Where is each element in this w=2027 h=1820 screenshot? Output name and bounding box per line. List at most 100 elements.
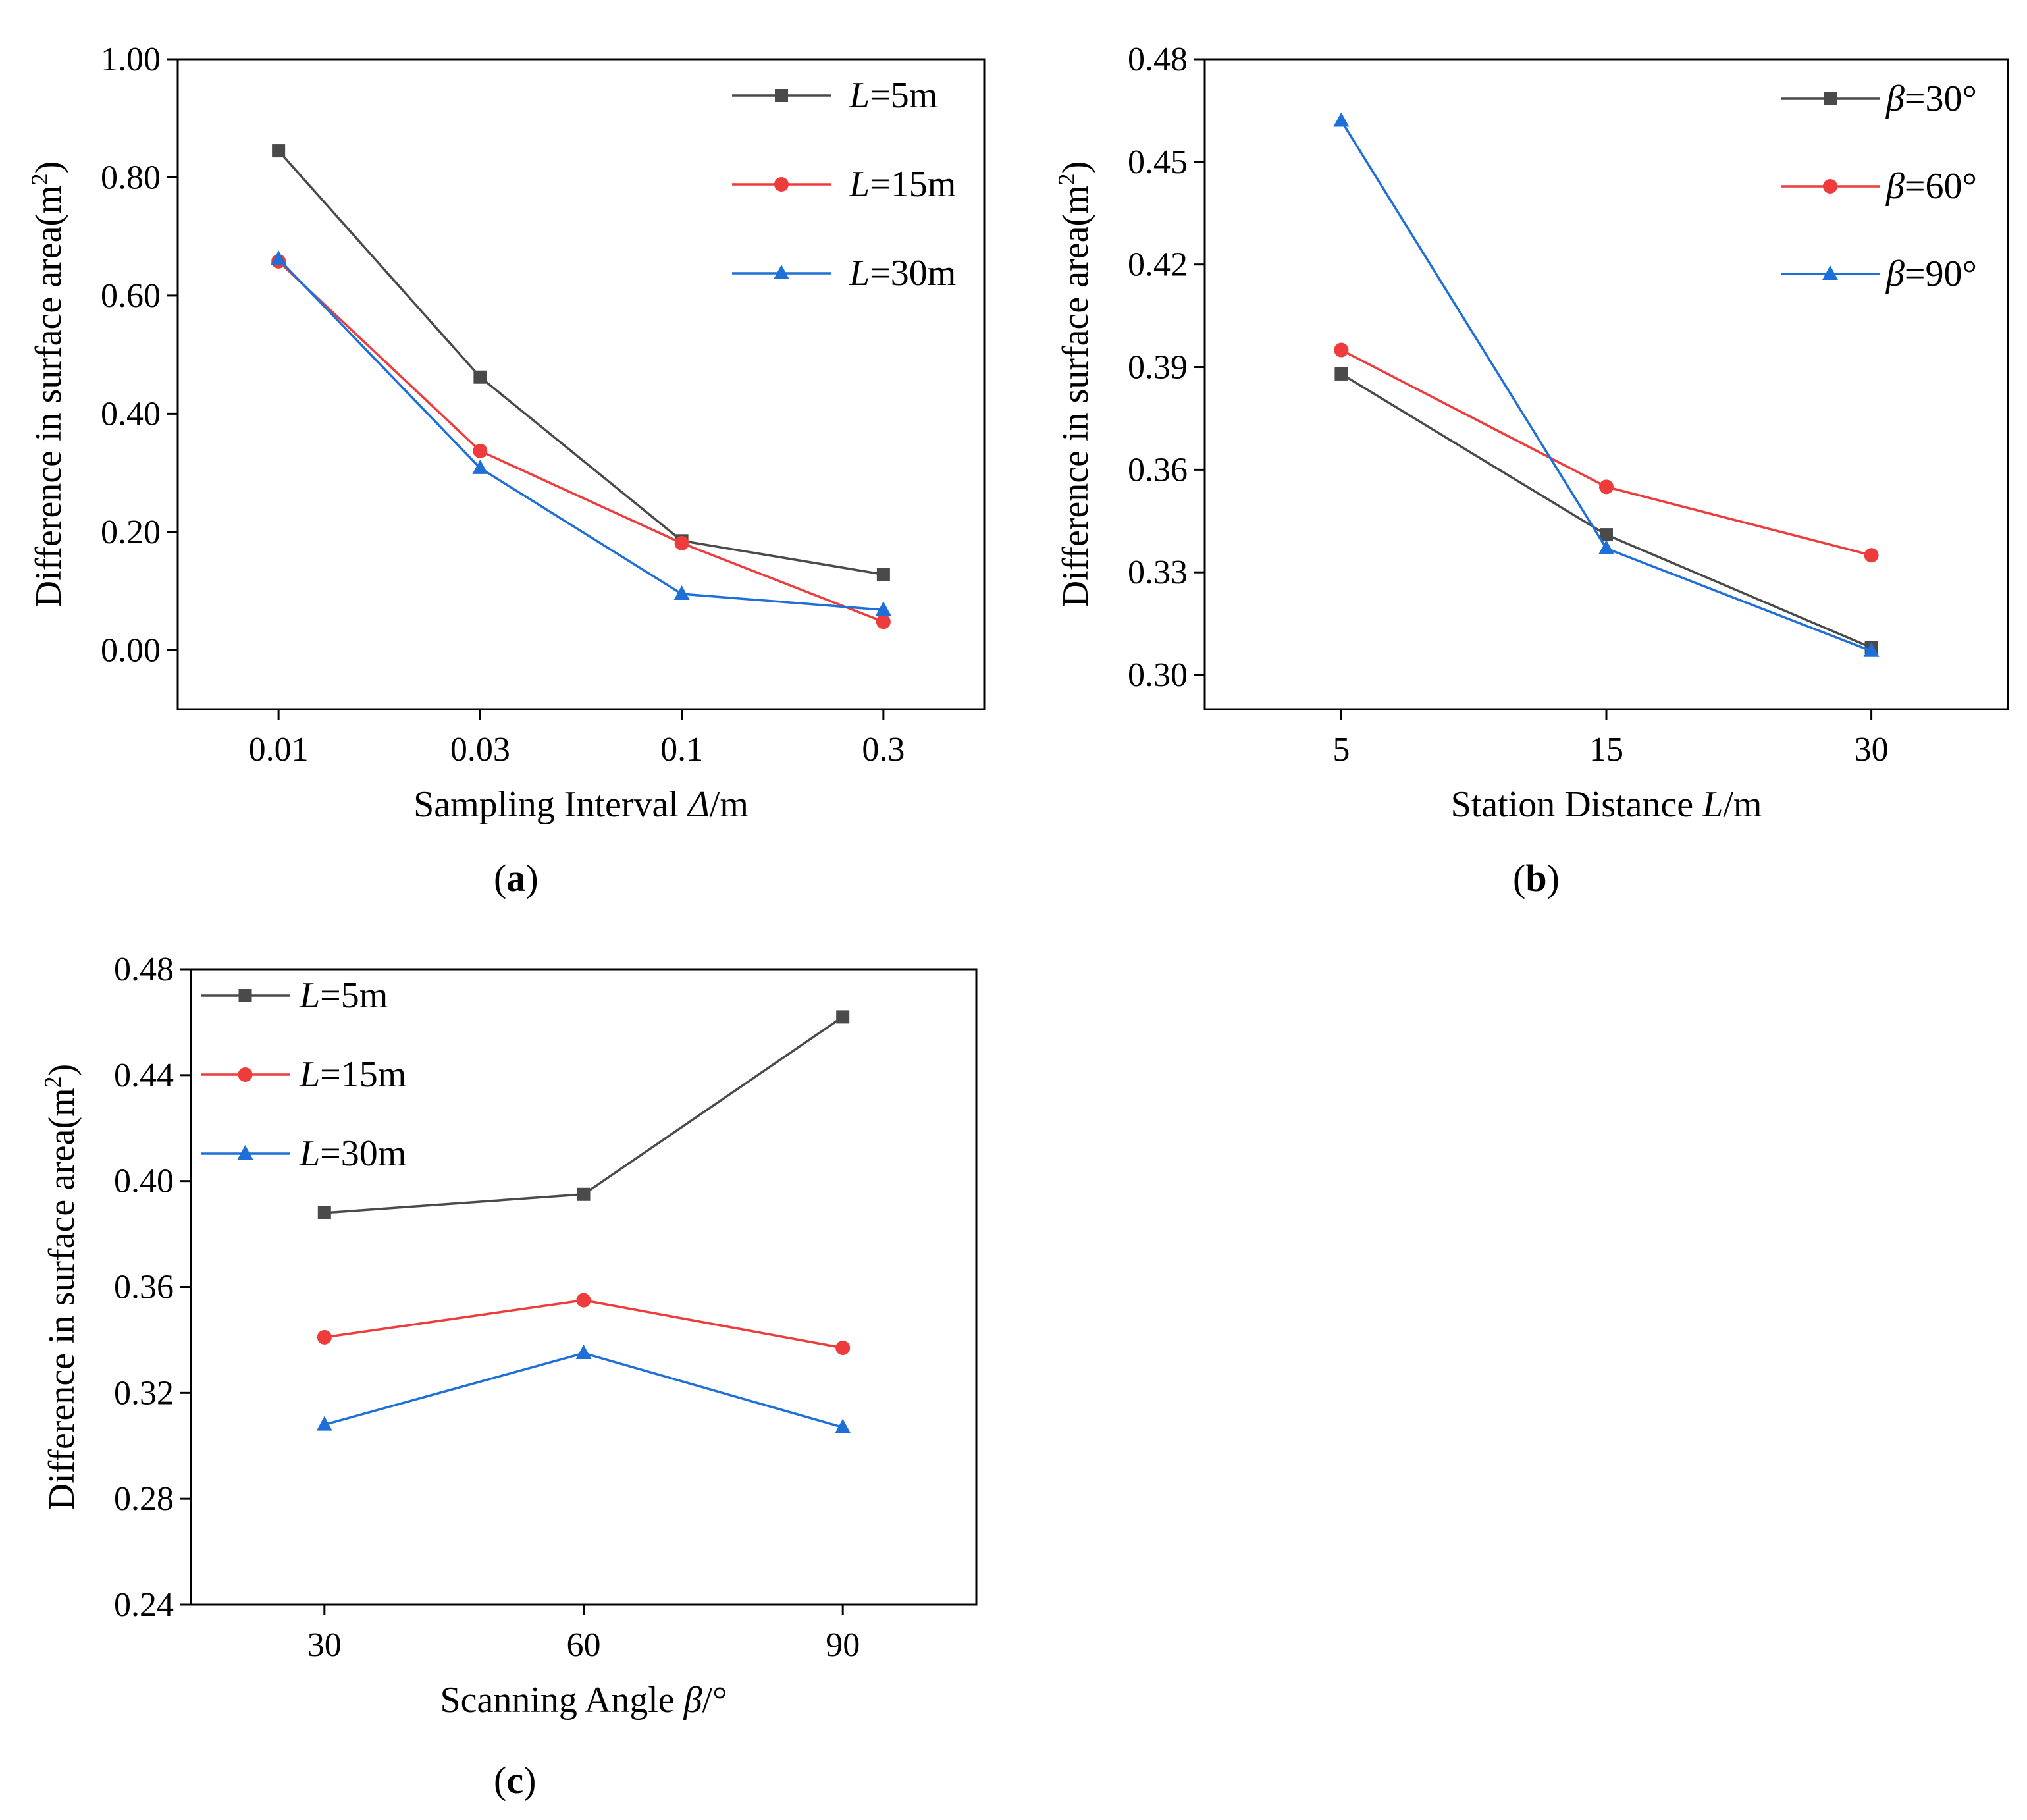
legend-label: L=15m xyxy=(299,1054,406,1095)
data-point xyxy=(576,1293,591,1308)
data-point xyxy=(316,1416,332,1431)
data-point xyxy=(875,601,891,616)
x-tick-label: 0.3 xyxy=(862,731,905,768)
data-point xyxy=(1863,642,1880,657)
data-point xyxy=(673,585,690,601)
y-tick-label: 0.36 xyxy=(1128,451,1188,489)
legend-marker xyxy=(774,265,789,279)
data-point xyxy=(876,614,891,629)
x-tick-label: 0.03 xyxy=(450,731,510,768)
data-point xyxy=(317,1329,332,1345)
data-point xyxy=(1333,112,1350,127)
plot-frame xyxy=(176,58,986,710)
legend-entry: L=30m xyxy=(201,1133,406,1174)
x-tick-label: 15 xyxy=(1589,731,1623,768)
y-tick-label: 0.60 xyxy=(101,277,161,315)
legend-marker xyxy=(1824,92,1837,105)
x-tick-label: 0.1 xyxy=(660,731,703,768)
panel-label-a: (a) xyxy=(494,857,539,899)
legend-label: β=60° xyxy=(1885,166,1977,207)
y-tick-label: 0.48 xyxy=(114,951,174,988)
y-tick-label: 1.00 xyxy=(101,41,161,78)
legend: β=30° β=60° β=90° xyxy=(1781,78,1977,294)
legend-entry: L=5m xyxy=(732,75,937,116)
legend-marker xyxy=(775,89,788,102)
series-line xyxy=(1340,373,1872,649)
series-line xyxy=(324,1352,843,1429)
legend-entry: L=15m xyxy=(201,1054,406,1095)
panel-label-b: (b) xyxy=(1513,857,1560,899)
legend-entry: L=5m xyxy=(201,975,388,1016)
y-tick-label: 0.40 xyxy=(114,1163,174,1200)
chart-c: 0.24 0.28 0.32 0.36 0.40 0.44 0.48 30 60 90 Scanni… xyxy=(39,951,978,1721)
data-point xyxy=(473,370,487,384)
x-tick-label: 30 xyxy=(1855,731,1889,768)
legend-label: L=30m xyxy=(299,1133,406,1174)
y-tick-label: 0.24 xyxy=(114,1586,174,1624)
y-tick-label: 0.36 xyxy=(114,1269,174,1306)
legend-entry: β=90° xyxy=(1781,254,1977,294)
x-axis-label: Sampling Interval Δ/m xyxy=(413,784,749,825)
series-line xyxy=(324,1015,844,1214)
series-2 xyxy=(1334,342,1879,563)
panel-label-c: (c) xyxy=(494,1759,537,1802)
series-3 xyxy=(271,250,891,616)
y-tick-label: 0.30 xyxy=(1128,656,1188,694)
y-tick-label: 0.44 xyxy=(114,1057,174,1094)
legend-label: L=15m xyxy=(849,164,956,205)
data-point xyxy=(317,1206,331,1219)
y-tick-label: 0.32 xyxy=(114,1374,174,1412)
data-point xyxy=(575,1345,592,1360)
data-point xyxy=(1864,548,1879,563)
y-tick-label: 0.45 xyxy=(1128,144,1188,181)
data-point xyxy=(836,1010,850,1024)
data-point xyxy=(1334,342,1349,358)
data-point xyxy=(1598,539,1614,554)
y-tick-label: 0.28 xyxy=(114,1480,174,1518)
y-axis-label: Difference in surface area(m2) xyxy=(39,1064,82,1511)
series-3 xyxy=(316,1345,851,1433)
legend-marker xyxy=(774,177,789,192)
plot-frame xyxy=(1203,58,2009,710)
x-tick-label: 30 xyxy=(307,1626,342,1664)
series-2 xyxy=(271,254,891,629)
series-line xyxy=(277,149,884,576)
data-point xyxy=(272,144,286,158)
y-tick-label: 0.39 xyxy=(1128,349,1188,387)
x-tick-label: 90 xyxy=(826,1626,860,1664)
legend-entry: β=30° xyxy=(1781,78,1977,119)
legend-entry: L=15m xyxy=(732,164,956,205)
y-tick-label: 0.48 xyxy=(1128,41,1188,78)
legend-marker xyxy=(237,1145,253,1160)
y-tick-label: 0.42 xyxy=(1128,246,1188,284)
legend-label: L=5m xyxy=(299,975,388,1016)
series-1 xyxy=(1334,367,1878,655)
legend-marker xyxy=(238,989,252,1002)
x-tick-label: 60 xyxy=(567,1626,601,1664)
data-point xyxy=(472,459,488,474)
y-tick-label: 0.80 xyxy=(101,159,161,196)
legend-entry: β=60° xyxy=(1781,166,1977,207)
series-1 xyxy=(272,144,890,581)
series-line xyxy=(1340,120,1872,653)
series-line xyxy=(1340,348,1872,556)
x-tick-label: 0.01 xyxy=(249,731,309,768)
y-tick-label: 0.33 xyxy=(1128,554,1188,591)
data-point xyxy=(1334,367,1348,381)
data-point xyxy=(835,1418,851,1433)
y-tick-label: 0.40 xyxy=(101,395,161,433)
legend-label: L=30m xyxy=(849,253,956,294)
series-1 xyxy=(317,1010,850,1219)
y-tick-label: 0.00 xyxy=(101,631,161,669)
legend-label: β=30° xyxy=(1885,78,1977,119)
data-point xyxy=(1600,528,1613,542)
legend-marker xyxy=(238,1067,253,1082)
x-axis-label: Scanning Angle β/° xyxy=(440,1680,727,1721)
series-line xyxy=(277,258,884,612)
x-tick-label: 5 xyxy=(1332,731,1350,768)
data-point xyxy=(473,443,488,458)
y-axis-label: Difference in surface area(m2) xyxy=(26,161,69,608)
legend-entry: L=30m xyxy=(732,253,956,294)
data-point xyxy=(577,1187,591,1201)
